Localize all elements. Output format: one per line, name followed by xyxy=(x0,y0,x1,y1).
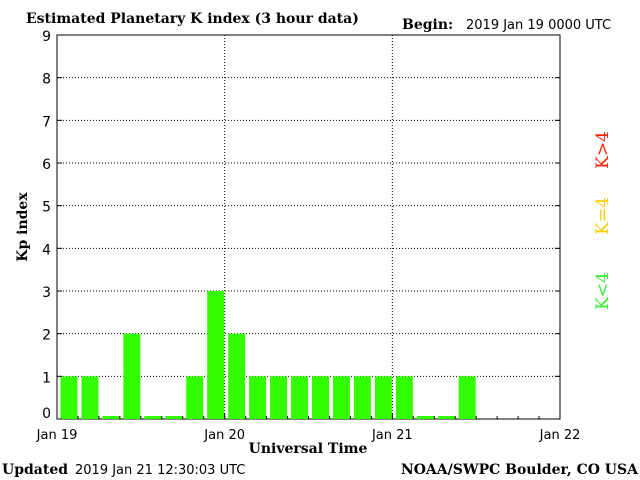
kp-bar xyxy=(458,376,476,419)
y-tick-label: 5 xyxy=(42,200,51,216)
chart-title: Estimated Planetary K index (3 hour data… xyxy=(26,11,359,27)
kp-bar xyxy=(270,376,288,419)
kp-bar xyxy=(123,333,141,419)
kp-bar xyxy=(165,416,183,419)
legend-k-equal-4: K=4 xyxy=(593,197,613,235)
kp-bar xyxy=(228,333,246,419)
kp-bar xyxy=(395,376,413,419)
legend-k-greater-4: K>4 xyxy=(593,131,613,169)
y-tick-label: 8 xyxy=(42,72,51,88)
kp-bar xyxy=(312,376,329,419)
y-tick-label: 4 xyxy=(42,242,51,258)
credit-text: NOAA/SWPC Boulder, CO USA xyxy=(401,462,639,478)
kp-bar xyxy=(249,376,267,419)
kp-bar xyxy=(60,376,78,419)
x-tick-label: Jan 19 xyxy=(36,428,78,443)
kp-bar xyxy=(332,376,350,419)
y-axis-ticks: 0 1 2 3 4 5 6 7 8 9 xyxy=(42,29,560,422)
kp-bar xyxy=(416,416,434,419)
y-tick-label: 0 xyxy=(42,406,51,422)
y-tick-label: 9 xyxy=(42,29,51,45)
x-tick-label: Jan 20 xyxy=(203,428,245,443)
y-tick-label: 1 xyxy=(42,370,51,386)
legend-k-less-4: K<4 xyxy=(593,272,613,310)
begin-value: 2019 Jan 19 0000 UTC xyxy=(466,18,611,33)
legend: K>4 K=4 K<4 xyxy=(593,131,613,310)
begin-label: Begin: xyxy=(402,17,453,33)
y-tick-label: 2 xyxy=(42,328,51,344)
x-tick-label: Jan 21 xyxy=(371,428,413,443)
kp-bar xyxy=(186,376,204,419)
kp-bar xyxy=(81,376,99,419)
kp-bar xyxy=(102,416,120,419)
kp-bar xyxy=(144,416,162,419)
grid-lines xyxy=(57,35,560,419)
plot-area: 0 1 2 3 4 5 6 7 8 9 Jan 19 Jan 20 Jan 21 Jan 22 xyxy=(36,29,581,443)
updated-label: Updated xyxy=(2,462,68,478)
x-tick-label: Jan 22 xyxy=(539,428,581,443)
updated-value: 2019 Jan 21 12:30:03 UTC xyxy=(75,463,245,478)
kp-bar xyxy=(437,416,455,419)
y-axis-label: Kp index xyxy=(15,192,31,262)
y-tick-label: 6 xyxy=(42,157,51,173)
x-axis-ticks: Jan 19 Jan 20 Jan 21 Jan 22 xyxy=(36,413,581,443)
kp-bar xyxy=(353,376,371,419)
y-tick-label: 3 xyxy=(42,285,51,301)
bar-series xyxy=(60,291,476,419)
x-axis-label: Universal Time xyxy=(249,441,368,457)
kp-bar xyxy=(207,291,225,419)
y-tick-label: 7 xyxy=(42,114,51,130)
kp-bar xyxy=(291,376,308,419)
kp-bar xyxy=(374,376,392,419)
